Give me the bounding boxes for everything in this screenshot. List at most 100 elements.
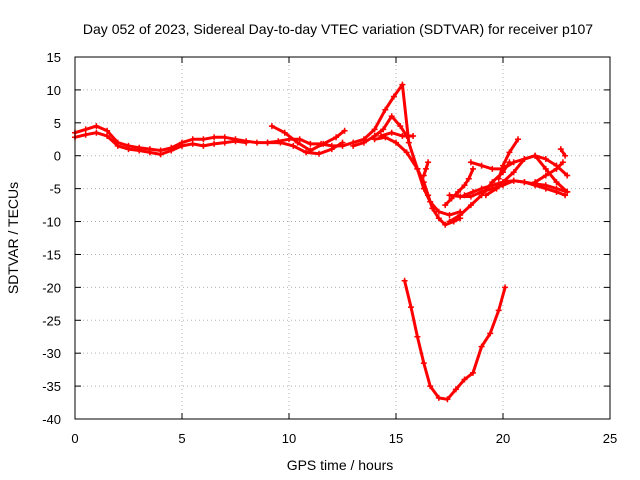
- data-point: [136, 147, 143, 154]
- data-point: [500, 179, 506, 186]
- data-point: [542, 182, 549, 189]
- series-arc-9: [442, 165, 476, 209]
- data-point: [179, 142, 185, 149]
- data-point: [482, 192, 489, 199]
- data-point: [316, 150, 322, 157]
- data-point: [470, 188, 476, 195]
- data-point: [414, 165, 421, 172]
- data-point: [532, 179, 539, 186]
- series-arc-18: [401, 277, 509, 403]
- data-point: [515, 136, 521, 143]
- data-point: [339, 139, 346, 146]
- x-tick-label: 15: [389, 431, 403, 446]
- y-tick-label: -40: [42, 412, 61, 427]
- series-arc-2: [72, 129, 250, 158]
- data-point: [478, 162, 485, 169]
- data-point: [442, 221, 449, 228]
- axis-ticks: 0 5 10 15 20 25 15 10 5 0 -5 -10 -15 -20 -25 -30 -35 -40: [42, 50, 617, 446]
- data-point: [221, 134, 228, 141]
- data-point: [457, 193, 464, 200]
- data-point: [467, 202, 474, 209]
- data-point: [420, 179, 427, 186]
- data-point: [506, 149, 513, 156]
- series-line: [469, 154, 569, 177]
- data-point: [82, 131, 89, 138]
- data-point: [562, 152, 569, 159]
- data-point: [478, 343, 485, 350]
- data-point: [371, 136, 378, 143]
- data-point: [425, 159, 432, 166]
- series-line: [373, 135, 462, 227]
- y-tick-label: -30: [42, 346, 61, 361]
- data-point: [461, 182, 468, 189]
- data-point: [461, 192, 468, 199]
- data-point: [510, 159, 517, 166]
- data-point: [510, 169, 517, 176]
- data-point: [542, 172, 549, 179]
- data-point: [487, 330, 494, 337]
- data-point: [495, 175, 502, 182]
- y-tick-label: 0: [54, 149, 61, 164]
- data-point: [435, 394, 442, 401]
- data-point: [281, 129, 288, 136]
- y-tick-label: 10: [47, 83, 61, 98]
- data-point: [264, 139, 271, 146]
- series-line: [403, 279, 507, 401]
- x-tick-label: 5: [178, 431, 185, 446]
- x-tick-label: 20: [496, 431, 510, 446]
- data-point: [157, 151, 164, 158]
- data-point: [399, 81, 406, 88]
- data-point: [307, 140, 314, 147]
- y-axis-label: SDTVAR / TECUs: [5, 182, 21, 294]
- y-tick-label: -10: [42, 215, 61, 230]
- data-point: [521, 156, 528, 162]
- data-point: [294, 139, 301, 146]
- data-point: [557, 146, 564, 153]
- data-point: [553, 185, 560, 192]
- data-point: [82, 126, 89, 133]
- data-point: [446, 192, 453, 199]
- data-point: [341, 127, 348, 134]
- data-point: [221, 139, 228, 146]
- series-arc-16: [532, 159, 566, 186]
- data-point: [243, 139, 250, 146]
- data-point: [277, 139, 284, 146]
- data-point: [403, 149, 410, 156]
- data-point: [500, 162, 506, 169]
- data-point: [429, 205, 436, 212]
- data-point: [232, 138, 239, 145]
- series-arc-8: [420, 159, 432, 179]
- data-point: [382, 106, 389, 113]
- data-point: [489, 165, 496, 172]
- series-line: [533, 160, 565, 184]
- x-axis-label: GPS time / hours: [287, 457, 394, 473]
- data-point: [446, 218, 453, 225]
- data-point: [401, 277, 408, 284]
- data-point: [211, 140, 218, 147]
- data-point: [442, 202, 449, 209]
- chart-title: Day 052 of 2023, Sidereal Day-to-day VTE…: [83, 21, 593, 37]
- data-point: [93, 129, 100, 136]
- data-point: [467, 159, 474, 166]
- data-point: [455, 188, 462, 195]
- data-point: [320, 140, 327, 147]
- data-point: [470, 369, 476, 376]
- y-tick-label: -35: [42, 379, 61, 394]
- series-arc-14: [482, 152, 571, 199]
- data-point: [564, 188, 571, 195]
- data-point: [104, 133, 111, 139]
- data-point: [399, 133, 406, 139]
- data-point: [380, 126, 387, 133]
- data-point: [200, 136, 207, 143]
- data-point: [457, 212, 464, 218]
- data-point: [467, 193, 474, 200]
- data-point: [146, 149, 153, 156]
- data-point: [125, 146, 132, 153]
- data-point: [393, 139, 399, 146]
- data-point: [444, 396, 451, 403]
- data-point: [408, 304, 414, 311]
- data-point: [446, 212, 453, 218]
- data-point: [397, 123, 404, 130]
- data-point: [420, 172, 427, 179]
- data-point: [542, 165, 549, 172]
